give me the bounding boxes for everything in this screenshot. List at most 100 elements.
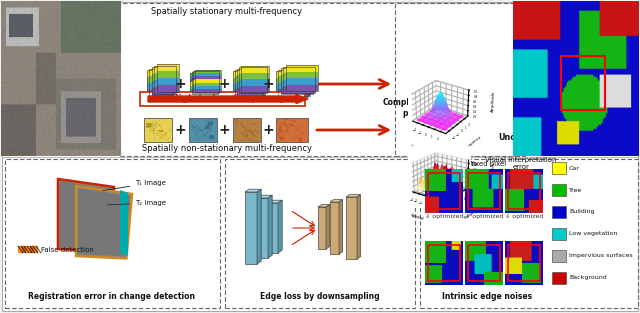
Polygon shape (283, 73, 315, 80)
Text: ⇓ optimized: ⇓ optimized (465, 214, 503, 219)
Bar (330, 202, 339, 254)
Polygon shape (339, 200, 342, 254)
Bar (208, 121, 213, 126)
Text: Complementarity
problem: Complementarity problem (383, 98, 458, 118)
Text: +: + (174, 77, 186, 91)
Polygon shape (278, 89, 310, 95)
Bar (428, 245, 460, 281)
Bar (468, 173, 500, 209)
Polygon shape (190, 92, 216, 95)
Polygon shape (58, 179, 114, 251)
Polygon shape (149, 90, 172, 96)
Bar (34, 246, 38, 253)
Polygon shape (278, 83, 310, 89)
Polygon shape (193, 90, 219, 93)
Polygon shape (195, 83, 221, 86)
Polygon shape (191, 85, 218, 88)
Polygon shape (237, 88, 265, 95)
Polygon shape (190, 79, 216, 82)
Text: +: + (218, 123, 230, 137)
Polygon shape (195, 86, 221, 89)
Polygon shape (235, 76, 263, 83)
X-axis label: Spatial: Spatial (410, 213, 424, 221)
Polygon shape (239, 67, 267, 74)
Polygon shape (283, 80, 315, 86)
Bar (552, 272, 566, 284)
Bar (280, 137, 284, 140)
Text: Edge oculusion: Edge oculusion (424, 161, 477, 167)
Polygon shape (152, 81, 174, 88)
Bar (552, 206, 566, 218)
Bar (508, 173, 540, 209)
Bar (205, 125, 209, 129)
Polygon shape (245, 189, 261, 192)
Polygon shape (147, 91, 169, 98)
Polygon shape (285, 65, 317, 71)
Bar (552, 184, 566, 196)
Bar (561, 56, 605, 110)
Polygon shape (281, 74, 313, 81)
Bar (30, 246, 34, 253)
Bar (248, 136, 252, 138)
Polygon shape (193, 84, 219, 87)
FancyBboxPatch shape (140, 92, 305, 106)
Y-axis label: Frequency: Frequency (463, 134, 483, 151)
Polygon shape (149, 75, 172, 83)
FancyBboxPatch shape (420, 159, 638, 308)
Bar (26, 246, 30, 253)
Polygon shape (330, 200, 342, 202)
Polygon shape (233, 78, 261, 84)
Text: Intrinsic edge noises: Intrinsic edge noises (442, 292, 532, 301)
Polygon shape (278, 200, 282, 253)
Text: Uncertainty: Uncertainty (498, 134, 551, 142)
Polygon shape (283, 66, 315, 73)
Polygon shape (233, 71, 261, 78)
Polygon shape (233, 84, 261, 90)
Polygon shape (278, 69, 310, 76)
Bar (148, 123, 152, 127)
FancyBboxPatch shape (395, 3, 525, 156)
Polygon shape (190, 85, 216, 89)
Polygon shape (154, 65, 176, 73)
Polygon shape (326, 205, 330, 249)
Bar (552, 228, 566, 240)
Polygon shape (157, 78, 179, 85)
Polygon shape (241, 85, 269, 92)
Polygon shape (193, 74, 219, 77)
Text: Spatially stationary multi-frequency: Spatially stationary multi-frequency (152, 7, 303, 16)
Bar (269, 203, 278, 253)
Bar (428, 173, 460, 209)
Polygon shape (191, 81, 218, 85)
Bar (258, 198, 268, 258)
Text: +: + (218, 77, 230, 91)
Polygon shape (241, 66, 269, 73)
Bar (189, 118, 217, 142)
Text: problems: problems (548, 134, 590, 142)
Text: Mixed pixel: Mixed pixel (467, 161, 507, 167)
Polygon shape (318, 205, 330, 207)
Polygon shape (195, 73, 221, 76)
Polygon shape (147, 77, 169, 84)
Polygon shape (346, 195, 360, 197)
Bar (252, 128, 255, 132)
Polygon shape (193, 87, 219, 90)
Polygon shape (157, 71, 179, 78)
Polygon shape (285, 71, 317, 78)
Polygon shape (269, 200, 282, 203)
Polygon shape (193, 80, 219, 84)
Bar (552, 250, 566, 262)
Polygon shape (276, 71, 308, 78)
Polygon shape (235, 89, 263, 96)
Polygon shape (281, 81, 313, 88)
Bar (241, 136, 244, 139)
Polygon shape (237, 81, 265, 88)
Text: Impervious surfaces: Impervious surfaces (569, 254, 632, 259)
Polygon shape (190, 89, 216, 92)
Polygon shape (147, 84, 169, 91)
Polygon shape (78, 188, 130, 256)
Polygon shape (276, 90, 308, 97)
Polygon shape (241, 79, 269, 85)
Polygon shape (154, 73, 176, 80)
Text: Building: Building (569, 209, 595, 214)
Polygon shape (195, 76, 221, 80)
